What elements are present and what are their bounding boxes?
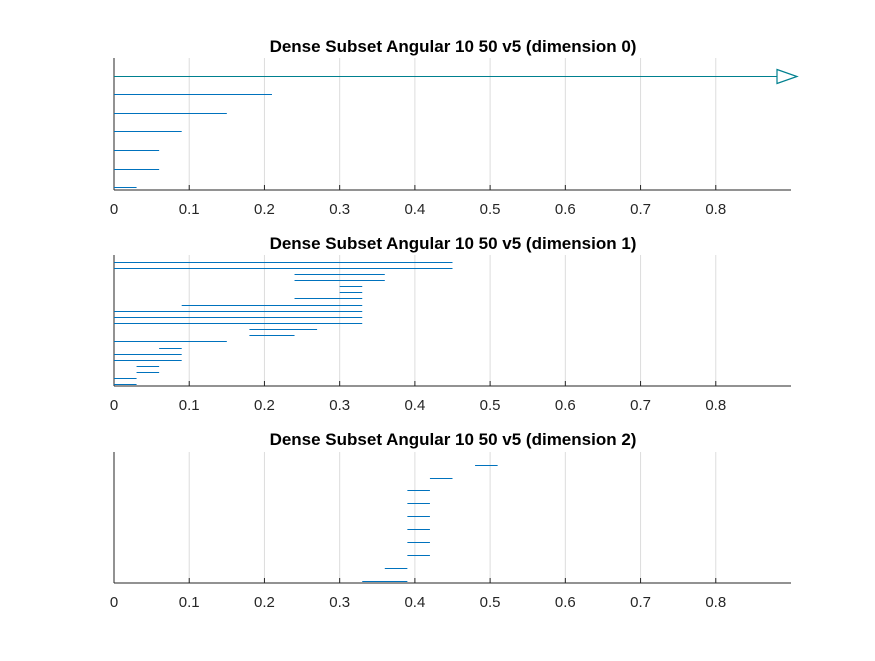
x-tick-label: 0 <box>110 594 118 611</box>
x-tick-label: 0.7 <box>630 397 651 414</box>
x-tick-label: 0 <box>110 201 118 218</box>
x-tick-label: 0.4 <box>404 201 425 218</box>
chart-title: Dense Subset Angular 10 50 v5 (dimension… <box>270 37 637 56</box>
x-tick-label: 0.7 <box>630 201 651 218</box>
x-tick-label: 0.5 <box>480 397 501 414</box>
chart-title: Dense Subset Angular 10 50 v5 (dimension… <box>270 430 637 449</box>
x-tick-label: 0.6 <box>555 397 576 414</box>
x-tick-label: 0.6 <box>555 201 576 218</box>
x-tick-label: 0.6 <box>555 594 576 611</box>
x-tick-label: 0.3 <box>329 594 350 611</box>
x-tick-label: 0.2 <box>254 594 275 611</box>
infinite-arrow-icon <box>776 68 799 85</box>
x-tick-label: 0 <box>110 397 118 414</box>
x-tick-label: 0.8 <box>705 201 726 218</box>
chart-title: Dense Subset Angular 10 50 v5 (dimension… <box>270 234 637 253</box>
x-tick-label: 0.5 <box>480 594 501 611</box>
x-tick-label: 0.1 <box>179 201 200 218</box>
subplot-dimension-2: Dense Subset Angular 10 50 v5 (dimension… <box>110 430 791 611</box>
x-tick-label: 0.1 <box>179 397 200 414</box>
x-tick-label: 0.1 <box>179 594 200 611</box>
x-tick-label: 0.3 <box>329 397 350 414</box>
x-tick-label: 0.5 <box>480 201 501 218</box>
x-tick-label: 0.8 <box>705 397 726 414</box>
x-tick-label: 0.8 <box>705 594 726 611</box>
x-tick-label: 0.7 <box>630 594 651 611</box>
x-tick-label: 0.4 <box>404 594 425 611</box>
x-tick-label: 0.2 <box>254 397 275 414</box>
x-tick-label: 0.2 <box>254 201 275 218</box>
x-tick-label: 0.3 <box>329 201 350 218</box>
x-tick-label: 0.4 <box>404 397 425 414</box>
subplot-dimension-0: Dense Subset Angular 10 50 v5 (dimension… <box>110 37 799 218</box>
subplot-dimension-1: Dense Subset Angular 10 50 v5 (dimension… <box>110 234 791 414</box>
